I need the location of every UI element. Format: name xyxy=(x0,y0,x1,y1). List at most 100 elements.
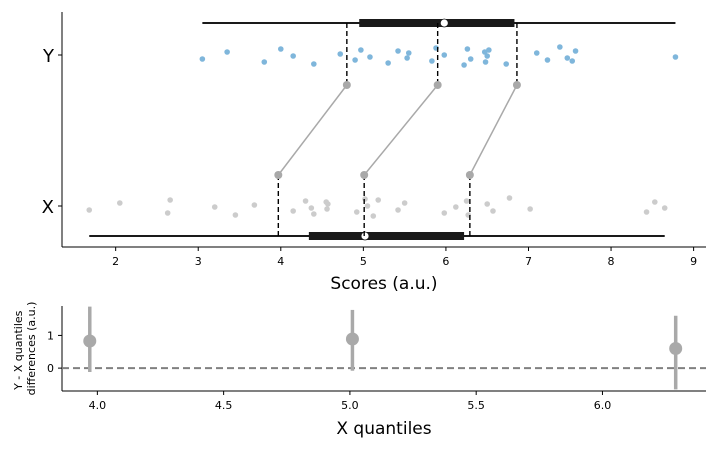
data-point-x xyxy=(362,196,368,202)
data-point-y xyxy=(352,57,358,63)
data-point-x xyxy=(311,211,317,217)
data-point-x xyxy=(527,206,533,212)
x-axis-title-quantiles: X quantiles xyxy=(336,419,431,439)
difference-point xyxy=(83,334,97,348)
y-axis-title-differences: Y - X quantiles differences (a.u.) xyxy=(12,302,38,396)
data-point-x xyxy=(441,210,448,216)
data-point-y xyxy=(544,57,551,63)
data-point-x xyxy=(290,208,296,214)
data-point-x xyxy=(463,198,470,204)
data-point-y xyxy=(467,56,474,62)
data-point-x xyxy=(308,205,315,211)
x-tick-label: 7 xyxy=(525,255,532,268)
quantile-marker-x xyxy=(465,171,474,179)
data-point-x xyxy=(86,207,93,213)
data-point-x xyxy=(211,204,218,210)
data-point-y xyxy=(569,58,576,64)
data-point-y xyxy=(385,60,391,66)
quantile-marker-y xyxy=(512,81,521,89)
y-axis-title-line-2: differences (a.u.) xyxy=(25,302,38,396)
y-axis-title-line-1: Y - X quantiles xyxy=(12,310,25,391)
x-tick-label: 5.5 xyxy=(467,399,485,412)
raincloud-panel: 2 3 4 5 6 7 8 9 xyxy=(58,12,706,268)
data-point-x xyxy=(395,207,401,213)
x-tick-label: 5.0 xyxy=(341,399,359,412)
quantile-marker-x xyxy=(360,171,369,179)
boxplot-box-x xyxy=(308,232,465,240)
data-point-y xyxy=(261,59,268,65)
data-point-x xyxy=(370,213,377,219)
data-point-y xyxy=(358,47,364,53)
data-point-x xyxy=(167,197,173,203)
data-point-y xyxy=(461,62,467,68)
data-point-y xyxy=(199,56,206,62)
data-point-y xyxy=(464,46,471,52)
difference-panel: 4.0 4.5 5.0 5.5 6.0 0 1 xyxy=(47,306,706,412)
x-tick-label: 5 xyxy=(360,255,367,268)
x-tick-label: 4.5 xyxy=(215,399,233,412)
data-point-y xyxy=(503,61,509,67)
data-point-y xyxy=(482,59,489,65)
data-point-y xyxy=(672,54,679,60)
data-point-y xyxy=(533,50,540,56)
data-point-y xyxy=(367,54,373,60)
data-point-x xyxy=(652,199,658,205)
data-point-y xyxy=(564,55,571,61)
data-point-y xyxy=(405,50,412,56)
difference-point xyxy=(669,342,683,355)
data-point-y xyxy=(557,44,563,50)
quantile-connector xyxy=(469,84,518,176)
data-point-y xyxy=(311,61,317,67)
x-axis-title: Scores (a.u.) xyxy=(330,274,437,294)
data-point-y xyxy=(277,46,284,52)
data-point-y xyxy=(395,48,401,54)
x-tick-label: 8 xyxy=(608,255,615,268)
data-point-y xyxy=(441,52,448,58)
data-point-x xyxy=(490,208,496,214)
data-point-y xyxy=(337,51,344,57)
data-point-x xyxy=(302,198,309,204)
x-tick-label: 2 xyxy=(112,255,119,268)
x-tick-label: 4 xyxy=(277,255,284,268)
data-point-x xyxy=(375,197,382,203)
category-label-x: X xyxy=(42,197,54,218)
data-point-x xyxy=(401,200,408,206)
data-point-y xyxy=(290,53,296,59)
quantile-connector xyxy=(363,84,439,176)
x-tick-label: 3 xyxy=(195,255,202,268)
x-tick-label: 6 xyxy=(442,255,449,268)
data-point-y xyxy=(486,47,492,53)
data-point-y xyxy=(484,53,491,59)
quantile-marker-y xyxy=(342,81,351,89)
quantile-connector xyxy=(277,84,348,176)
data-point-x xyxy=(453,204,459,210)
data-point-y xyxy=(572,48,579,54)
data-point-x xyxy=(325,201,331,207)
data-point-x xyxy=(643,209,650,215)
data-point-x xyxy=(506,195,513,201)
difference-point xyxy=(345,332,359,346)
y-tick-label: 1 xyxy=(47,329,54,342)
quantile-marker-y xyxy=(433,81,442,89)
data-point-x xyxy=(232,212,239,218)
boxplot-median-y xyxy=(439,18,449,28)
data-point-x xyxy=(661,205,668,211)
boxplot-box-y xyxy=(359,19,515,27)
x-tick-label: 4.0 xyxy=(89,399,107,412)
data-point-x xyxy=(324,206,330,212)
category-label-y: Y xyxy=(42,46,55,67)
x-tick-label: 6.0 xyxy=(594,399,612,412)
data-point-x xyxy=(116,200,123,206)
data-point-y xyxy=(404,55,410,61)
data-point-y xyxy=(429,58,435,64)
boxplot-median-x xyxy=(360,231,370,241)
data-point-y xyxy=(224,49,230,55)
y-tick-label: 0 xyxy=(47,362,54,375)
data-point-x xyxy=(353,209,360,215)
data-point-x xyxy=(364,203,371,209)
x-tick-label: 9 xyxy=(690,255,697,268)
data-point-x xyxy=(164,210,171,216)
data-point-x xyxy=(251,202,258,208)
quantile-marker-x xyxy=(274,171,283,179)
